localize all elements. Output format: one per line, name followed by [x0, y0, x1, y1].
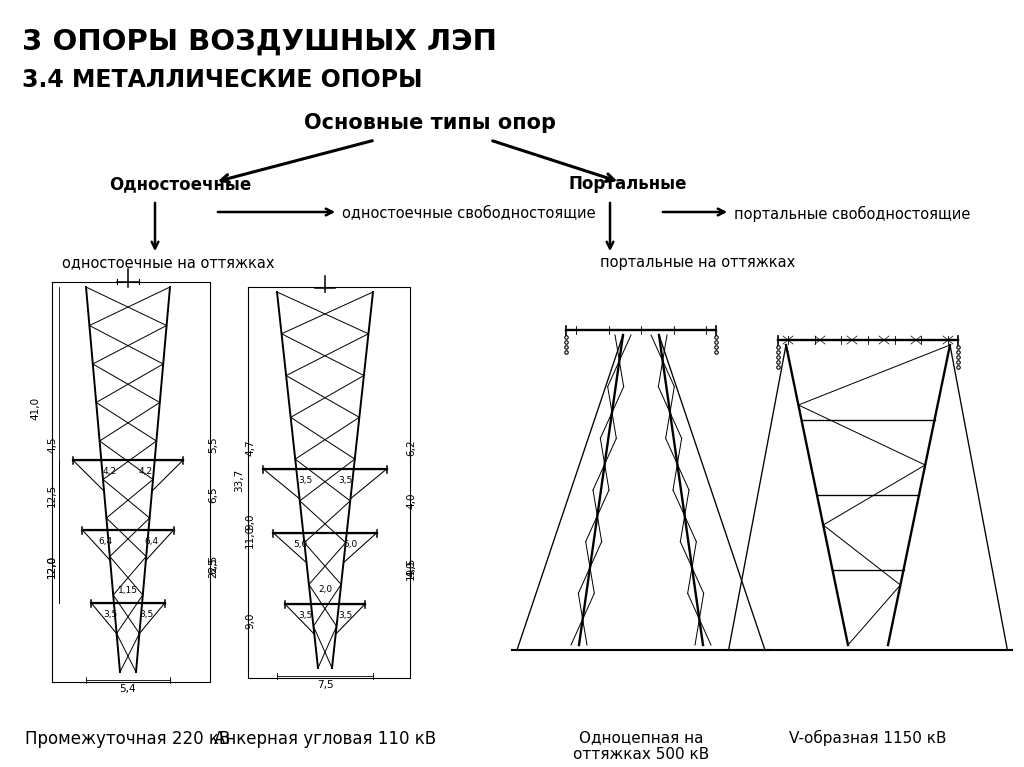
Text: Портальные: Портальные — [568, 175, 687, 193]
Text: 6,5: 6,5 — [208, 486, 218, 503]
Text: 5,0: 5,0 — [343, 540, 357, 548]
Text: Одностоечные: Одностоечные — [109, 175, 251, 193]
Text: 2,0: 2,0 — [317, 585, 332, 594]
Text: Одноцепная на
оттяжках 500 кВ: Одноцепная на оттяжках 500 кВ — [572, 730, 710, 762]
Text: 4,5: 4,5 — [47, 436, 57, 453]
Text: 4,7: 4,7 — [245, 439, 255, 456]
Text: 4,0: 4,0 — [406, 560, 416, 577]
Text: одностоечные свободностоящие: одностоечные свободностоящие — [342, 206, 596, 221]
Text: 3,5: 3,5 — [298, 476, 312, 485]
Text: 5,5: 5,5 — [208, 436, 218, 453]
Text: 3,5: 3,5 — [298, 611, 312, 620]
Text: 12,0: 12,0 — [47, 555, 57, 578]
Text: портальные на оттяжках: портальные на оттяжках — [600, 255, 796, 270]
Text: 41,0: 41,0 — [30, 397, 40, 420]
Text: Анкерная угловая 110 кВ: Анкерная угловая 110 кВ — [214, 730, 436, 748]
Text: 4,2: 4,2 — [103, 467, 117, 476]
Text: 6,4: 6,4 — [144, 537, 158, 545]
Text: 12,0: 12,0 — [47, 555, 57, 578]
Text: 9,0: 9,0 — [245, 613, 255, 629]
Text: 19,5: 19,5 — [406, 557, 416, 580]
Text: 6,4: 6,4 — [98, 537, 112, 545]
Text: 4,0: 4,0 — [406, 492, 416, 509]
Text: 1,15: 1,15 — [118, 586, 138, 594]
Text: 6,5: 6,5 — [208, 558, 218, 574]
Text: 3,5: 3,5 — [338, 476, 352, 485]
Text: 3.4 МЕТАЛЛИЧЕСКИЕ ОПОРЫ: 3.4 МЕТАЛЛИЧЕСКИЕ ОПОРЫ — [22, 68, 423, 92]
Text: 3 ОПОРЫ ВОЗДУШНЫХ ЛЭП: 3 ОПОРЫ ВОЗДУШНЫХ ЛЭП — [22, 28, 497, 56]
Text: одностоечные на оттяжках: одностоечные на оттяжках — [62, 255, 274, 270]
Text: 6,2: 6,2 — [406, 439, 416, 456]
Text: 7,5: 7,5 — [316, 680, 334, 690]
Text: Основные типы опор: Основные типы опор — [304, 113, 556, 133]
Text: V-образная 1150 кВ: V-образная 1150 кВ — [790, 730, 947, 746]
Text: 5,4: 5,4 — [120, 684, 136, 694]
Text: 4,2: 4,2 — [139, 467, 153, 476]
Text: 11,0: 11,0 — [245, 525, 255, 548]
Text: 3,5: 3,5 — [139, 610, 154, 619]
Text: Промежуточная 220 кВ: Промежуточная 220 кВ — [26, 730, 230, 748]
Text: 3,5: 3,5 — [338, 611, 352, 620]
Text: 9,0: 9,0 — [245, 513, 255, 529]
Text: 5,0: 5,0 — [293, 540, 307, 548]
Text: 3,5: 3,5 — [102, 610, 117, 619]
Text: 33,7: 33,7 — [234, 469, 244, 492]
Text: 12,5: 12,5 — [47, 483, 57, 506]
Text: 22,5: 22,5 — [208, 555, 218, 578]
Text: портальные свободностоящие: портальные свободностоящие — [734, 206, 971, 222]
